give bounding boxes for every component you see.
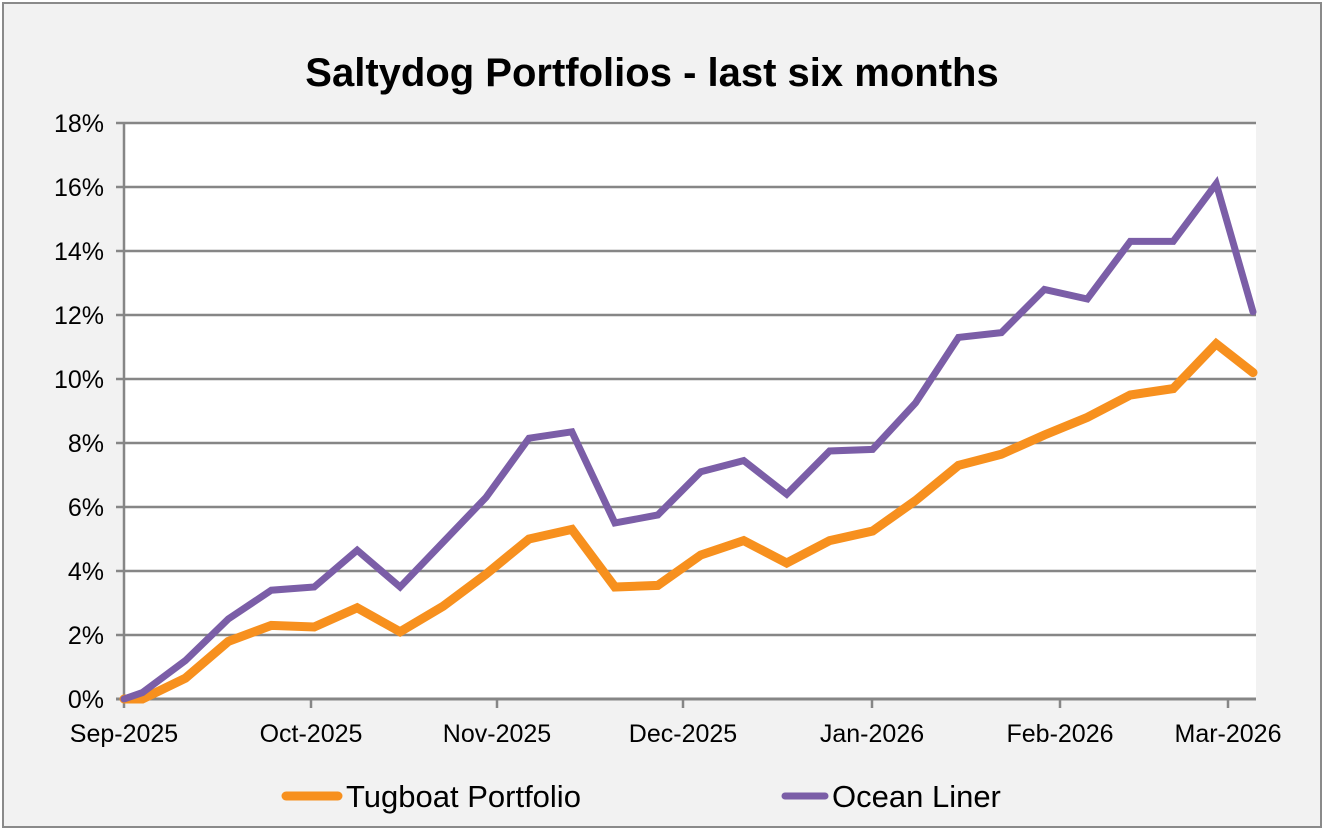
series-line-tugboat — [119, 337, 1258, 704]
y-tick-label: 4% — [68, 558, 104, 586]
x-tick-label: Nov-2025 — [443, 720, 551, 748]
y-tick-label: 6% — [68, 494, 104, 522]
x-tick-label: Dec-2025 — [629, 720, 737, 748]
y-tick-label: 14% — [54, 238, 104, 266]
legend-item-tugboat: Tugboat Portfolio — [281, 779, 581, 814]
y-tick-label: 18% — [54, 110, 104, 138]
chart-title: Saltydog Portfolios - last six months — [305, 51, 998, 95]
series-lines — [119, 176, 1258, 704]
y-tick-label: 0% — [68, 686, 104, 714]
x-tick-label: Jan-2026 — [820, 720, 924, 748]
plot-area — [124, 123, 1256, 699]
legend-item-ocean-liner: Ocean Liner — [781, 779, 1001, 814]
y-tick-label: 16% — [54, 174, 104, 202]
y-tick-label: 2% — [68, 622, 104, 650]
x-axis-tick-labels: Sep-2025 Oct-2025 Nov-2025 Dec-2025 Jan-2026… — [70, 720, 1282, 748]
x-tick-label: Feb-2026 — [1006, 720, 1113, 748]
y-axis-tick-labels: 0% 2% 4% 6% 8% 10% 12% 14% 16% 18% — [54, 110, 104, 714]
series-line-ocean-liner — [120, 176, 1257, 703]
axes — [116, 123, 1256, 708]
gridlines — [116, 121, 1256, 701]
y-tick-label: 12% — [54, 302, 104, 330]
y-tick-label: 10% — [54, 366, 104, 394]
x-tick-label: Oct-2025 — [260, 720, 363, 748]
legend: Tugboat Portfolio Ocean Liner — [281, 779, 1001, 814]
x-tick-label: Sep-2025 — [70, 720, 178, 748]
legend-label-tugboat: Tugboat Portfolio — [346, 779, 581, 814]
y-tick-label: 8% — [68, 430, 104, 458]
x-tick-label: Mar-2026 — [1175, 720, 1282, 748]
legend-label-ocean-liner: Ocean Liner — [832, 779, 1001, 814]
